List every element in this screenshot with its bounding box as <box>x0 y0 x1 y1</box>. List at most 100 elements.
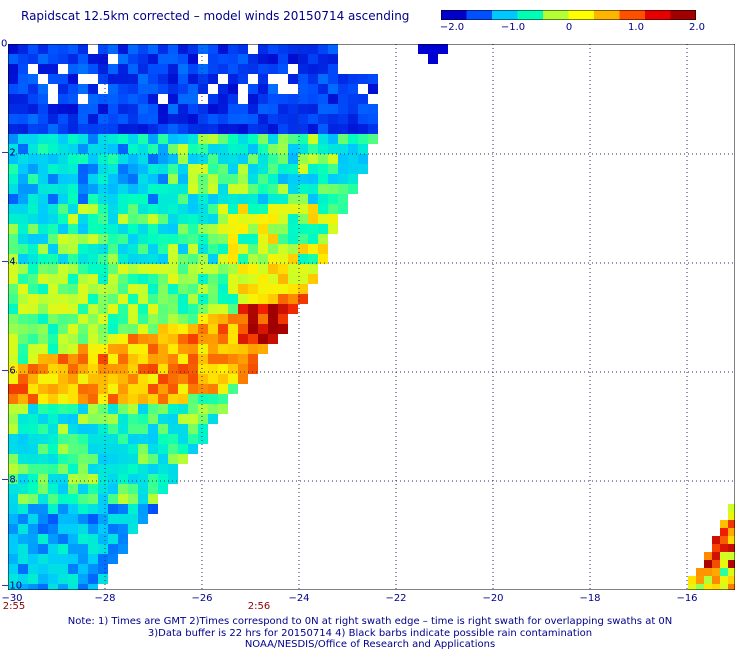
swath-cell <box>28 114 38 124</box>
swath-cell <box>208 204 218 214</box>
swath-cell <box>218 104 228 114</box>
swath-cell <box>78 134 88 144</box>
swath-cell <box>38 144 48 154</box>
swath-cell <box>258 244 268 254</box>
swath-cell <box>138 284 148 294</box>
swath-cell <box>128 274 138 284</box>
swath-cell <box>48 434 58 444</box>
swath-cell <box>148 324 158 334</box>
swath-cell <box>88 134 98 144</box>
swath-cell <box>168 244 178 254</box>
swath-cell <box>118 444 128 454</box>
swath-cell <box>28 154 38 164</box>
swath-cell <box>158 204 168 214</box>
swath-cell <box>78 424 88 434</box>
swath-cell <box>138 64 148 74</box>
swath-cell <box>218 404 228 414</box>
swath-cell <box>278 164 288 174</box>
swath-cell <box>38 134 48 144</box>
swath-cell <box>8 134 18 144</box>
swath-cell <box>18 274 28 284</box>
swath-cell <box>368 134 378 144</box>
swath-cell <box>118 44 128 54</box>
swath-cell <box>178 434 188 444</box>
swath-cell <box>148 374 158 384</box>
swath-cell <box>58 114 68 124</box>
swath-cell <box>78 304 88 314</box>
swath-cell <box>58 334 68 344</box>
swath-cell <box>318 144 328 154</box>
swath-cell <box>228 344 238 354</box>
swath-cell <box>168 394 178 404</box>
swath-cell <box>278 44 288 54</box>
swath-cell <box>118 454 128 464</box>
swath-cell <box>338 164 348 174</box>
swath-cell <box>48 204 58 214</box>
swath-cell <box>238 314 248 324</box>
swath-cell <box>38 414 48 424</box>
swath-cell <box>168 124 178 134</box>
swath-cell <box>198 334 208 344</box>
swath-cell <box>208 174 218 184</box>
swath-cell <box>58 204 68 214</box>
swath-cell <box>158 324 168 334</box>
swath-cell <box>688 584 696 590</box>
swath-cell <box>8 294 18 304</box>
swath-cell <box>148 314 158 324</box>
swath-cell <box>88 574 98 584</box>
swath-cell <box>338 204 348 214</box>
swath-cell <box>138 494 148 504</box>
swath-cell <box>138 224 148 234</box>
swath-cell <box>88 94 98 104</box>
swath-cell <box>258 184 268 194</box>
swath-cell <box>8 114 18 124</box>
map-title: Rapidscat 12.5km corrected – model winds… <box>21 9 410 23</box>
swath-cell <box>38 164 48 174</box>
swath-cell <box>28 494 38 504</box>
swath-cell <box>238 74 248 84</box>
swath-cell <box>198 264 208 274</box>
swath-cell <box>168 44 178 54</box>
swath-cell <box>8 204 18 214</box>
colorbar-swatch <box>568 10 595 20</box>
swath-cell <box>188 114 198 124</box>
swath-cell <box>288 44 298 54</box>
swath-cell <box>68 424 78 434</box>
swath-cell <box>88 534 98 544</box>
swath-cell <box>198 204 208 214</box>
swath-cell <box>168 464 178 474</box>
swath-cell <box>720 520 728 528</box>
swath-cell <box>108 174 118 184</box>
swath-cell <box>328 104 338 114</box>
swath-cell <box>88 334 98 344</box>
swath-corner <box>688 504 735 590</box>
swath-cell <box>48 464 58 474</box>
swath-cell <box>98 574 108 584</box>
swath-cell <box>108 404 118 414</box>
swath-cell <box>28 54 38 64</box>
swath-cell <box>18 574 28 584</box>
swath-cell <box>218 134 228 144</box>
swath-cell <box>168 104 178 114</box>
swath-cell <box>18 44 28 54</box>
swath-cell <box>720 584 728 590</box>
swath-cell <box>18 94 28 104</box>
swath-cell <box>118 364 128 374</box>
swath-cell <box>218 144 228 154</box>
swath-cell <box>238 374 248 384</box>
swath-cell <box>128 114 138 124</box>
swath-cell <box>58 174 68 184</box>
swath-cell <box>208 154 218 164</box>
swath-cell <box>48 324 58 334</box>
swath-cell <box>208 214 218 224</box>
swath-cell <box>98 154 108 164</box>
swath-cell <box>58 44 68 54</box>
swath-cell <box>268 204 278 214</box>
swath-cell <box>308 274 318 284</box>
swath-cell <box>28 464 38 474</box>
swath-cell <box>58 84 68 94</box>
swath-cell <box>18 154 28 164</box>
swath-cell <box>148 244 158 254</box>
swath-cell <box>158 44 168 54</box>
swath-cell <box>18 234 28 244</box>
